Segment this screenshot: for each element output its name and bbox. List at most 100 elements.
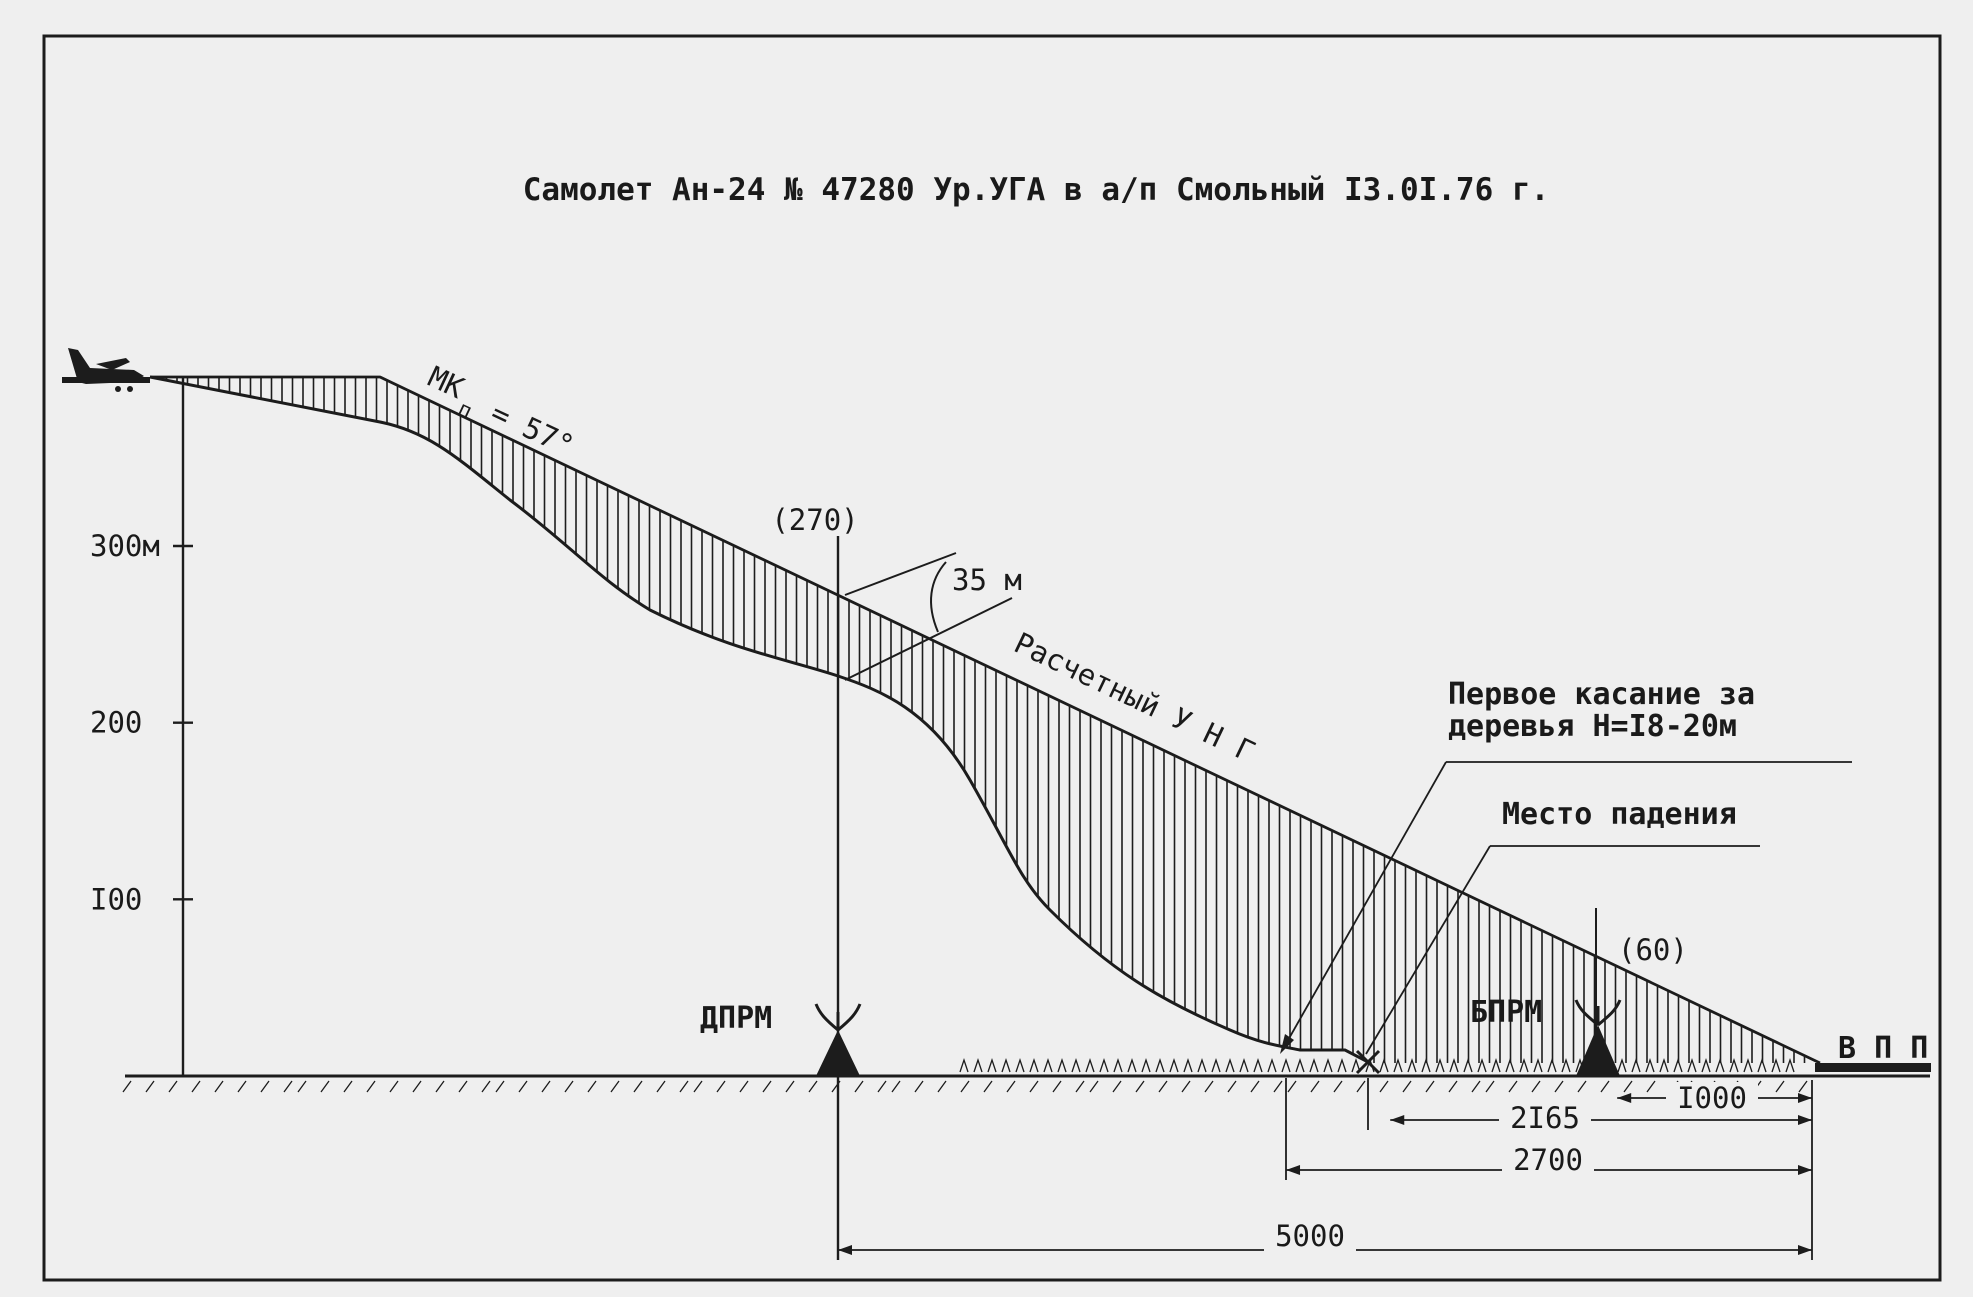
ground-hatch-mark: [1554, 1080, 1564, 1093]
ground-hatch-mark: [168, 1080, 178, 1093]
bprm-label: БПРМ: [1470, 995, 1542, 1030]
ground-hatch-mark: [1333, 1080, 1343, 1093]
deviation-upper-leader: [844, 552, 957, 596]
tree-mark: [1533, 1057, 1543, 1073]
tree-mark: [1295, 1057, 1305, 1073]
ground-hatch-mark: [122, 1080, 132, 1093]
tree-mark: [1421, 1057, 1431, 1073]
actual-flight-path: [149, 375, 1371, 1065]
tree-mark: [1463, 1057, 1473, 1073]
tree-mark: [1267, 1057, 1277, 1073]
ground-hatch-mark: [1273, 1080, 1283, 1093]
first-contact-label-line1: Первое касание за: [1448, 677, 1755, 712]
tree-mark: [959, 1057, 969, 1073]
tree-mark: [1127, 1057, 1137, 1073]
tree-mark: [1379, 1057, 1389, 1073]
ground-hatch-mark: [412, 1080, 422, 1093]
ground-hatch-mark: [762, 1080, 772, 1093]
ground-hatch-mark: [1112, 1080, 1122, 1093]
ground-hatch-mark: [877, 1080, 887, 1093]
glide-path-label: Расчетный У Н Г: [1009, 626, 1260, 769]
aircraft-icon: [62, 348, 150, 392]
tree-mark: [1701, 1057, 1711, 1073]
ground-hatch-mark: [481, 1080, 491, 1093]
tree-mark: [1407, 1057, 1417, 1073]
tree-mark: [1449, 1057, 1459, 1073]
dimension-arrow-left-icon: [1617, 1093, 1632, 1103]
ground-hatch-mark: [343, 1080, 353, 1093]
diagram-title: Самолет Ан-24 № 47280 Ур.УГА в а/п Смоль…: [523, 172, 1550, 208]
tree-mark: [1617, 1057, 1627, 1073]
ground-hatch-mark: [633, 1080, 643, 1093]
ground-hatch-mark: [1052, 1080, 1062, 1093]
deviation-brace: [930, 561, 947, 633]
ground-hatch-mark: [518, 1080, 528, 1093]
ground-hatch-mark: [495, 1080, 505, 1093]
tree-mark: [1673, 1057, 1683, 1073]
ground-hatch-mark: [891, 1080, 901, 1093]
ground-hatch-mark: [320, 1080, 330, 1093]
ground-hatch-mark: [1379, 1080, 1389, 1093]
ground-hatch-mark: [1227, 1080, 1237, 1093]
magnetic-course-label: МК п = 57°: [423, 360, 580, 464]
ground-hatching: [122, 1080, 1808, 1093]
y-tick-label-300: 300м: [90, 529, 160, 563]
ground-hatch-mark: [1204, 1080, 1214, 1093]
tree-mark: [1631, 1057, 1641, 1073]
y-tick-label-200: 200: [90, 706, 142, 740]
calculated-glide-path: [150, 375, 1821, 1065]
crash-site-cross-icon: [1355, 1049, 1381, 1075]
ground-hatch-mark: [1181, 1080, 1191, 1093]
first-contact-leader: [1282, 761, 1447, 1050]
tree-mark: [1337, 1057, 1347, 1073]
ground-hatch-mark: [914, 1080, 924, 1093]
tree-mark: [1169, 1057, 1179, 1073]
crash-site-label: Место падения: [1502, 797, 1737, 832]
ground-hatch-mark: [716, 1080, 726, 1093]
dimension-arrow-left-icon: [1286, 1165, 1301, 1175]
ground-hatch-mark: [739, 1080, 749, 1093]
altitude-270-label: (270): [771, 503, 858, 537]
tree-mark: [1057, 1057, 1067, 1073]
dimension-arrow-right-icon: [1798, 1165, 1812, 1175]
ground-hatch-mark: [693, 1080, 703, 1093]
svg-text:= 57°: = 57°: [486, 395, 580, 463]
ground-hatch-mark: [1623, 1080, 1633, 1093]
ground-hatch-mark: [1646, 1080, 1656, 1093]
ground-hatch-mark: [785, 1080, 795, 1093]
ground-hatch-mark: [610, 1080, 620, 1093]
dprm-beacon-icon: [814, 1003, 862, 1076]
tree-mark: [1323, 1057, 1333, 1073]
frame-border: [42, 34, 1942, 1282]
ground-hatch-mark: [587, 1080, 597, 1093]
first-contact-arrow-icon: [1280, 1034, 1294, 1054]
tree-mark: [987, 1057, 997, 1073]
ground-hatch-mark: [260, 1080, 270, 1093]
y-tick-label-100: I00: [90, 882, 142, 916]
tree-mark: [1155, 1057, 1165, 1073]
first-contact-label-line2: деревья Н=I8-20м: [1448, 709, 1737, 744]
dimension-arrow-right-icon: [1798, 1093, 1812, 1103]
ground-hatch-mark: [679, 1080, 689, 1093]
tree-mark: [1001, 1057, 1011, 1073]
tree-mark: [1197, 1057, 1207, 1073]
tree-mark: [1099, 1057, 1109, 1073]
ground-hatch-mark: [1356, 1080, 1366, 1093]
tree-mark: [1029, 1057, 1039, 1073]
ground-hatch-mark: [1577, 1080, 1587, 1093]
ground-hatch-mark: [1471, 1080, 1481, 1093]
dimension-label-bg: [1499, 1102, 1591, 1134]
ground-hatch-mark: [283, 1080, 293, 1093]
tree-mark: [1659, 1057, 1669, 1073]
dimension-arrow-left-icon: [1390, 1115, 1405, 1125]
runway-label: В П П: [1838, 1031, 1928, 1066]
tree-mark: [1561, 1057, 1571, 1073]
ground-hatch-mark: [1485, 1080, 1495, 1093]
crash-site-leader: [1365, 845, 1491, 1055]
tree-mark: [1351, 1057, 1361, 1073]
dimension-label-2165: 2I65: [1510, 1101, 1580, 1135]
ground-hatch-mark: [1448, 1080, 1458, 1093]
ground-hatch-mark: [1600, 1080, 1610, 1093]
